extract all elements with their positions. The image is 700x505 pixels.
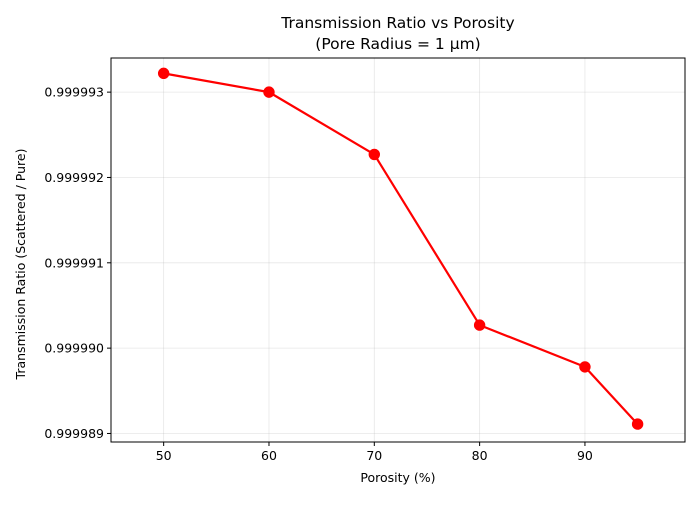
series-layer bbox=[157, 67, 644, 430]
y-tick-label: 0.999991 bbox=[44, 255, 104, 270]
x-tick-label: 70 bbox=[366, 448, 382, 463]
y-tick-label: 0.999989 bbox=[44, 426, 104, 441]
y-axis-label: Transmission Ratio (Scattered / Pure) bbox=[13, 149, 28, 381]
y-tick-label: 0.999992 bbox=[44, 170, 104, 185]
data-point bbox=[157, 67, 170, 80]
x-tick-label: 50 bbox=[156, 448, 172, 463]
x-tick-label: 90 bbox=[577, 448, 593, 463]
y-tick-label: 0.999990 bbox=[44, 341, 104, 356]
plot-frame bbox=[110, 57, 686, 443]
chart-subtitle: (Pore Radius = 1 μm) bbox=[315, 35, 480, 53]
data-point bbox=[631, 418, 644, 430]
data-point bbox=[473, 319, 486, 331]
chart-title: Transmission Ratio vs Porosity bbox=[280, 14, 514, 32]
data-point bbox=[368, 148, 381, 161]
data-point bbox=[579, 361, 591, 373]
grid-layer bbox=[111, 58, 685, 442]
x-tick-label: 60 bbox=[261, 448, 277, 463]
x-tick-label: 80 bbox=[472, 448, 488, 463]
tick-layer: 50 60 70 80 90 0.999989 0.999990 0.999991 0.9999… bbox=[44, 85, 593, 463]
data-point bbox=[263, 86, 275, 98]
x-axis-label: Porosity (%) bbox=[360, 470, 435, 485]
series-line bbox=[163, 72, 639, 425]
y-tick-label: 0.999993 bbox=[44, 85, 104, 100]
